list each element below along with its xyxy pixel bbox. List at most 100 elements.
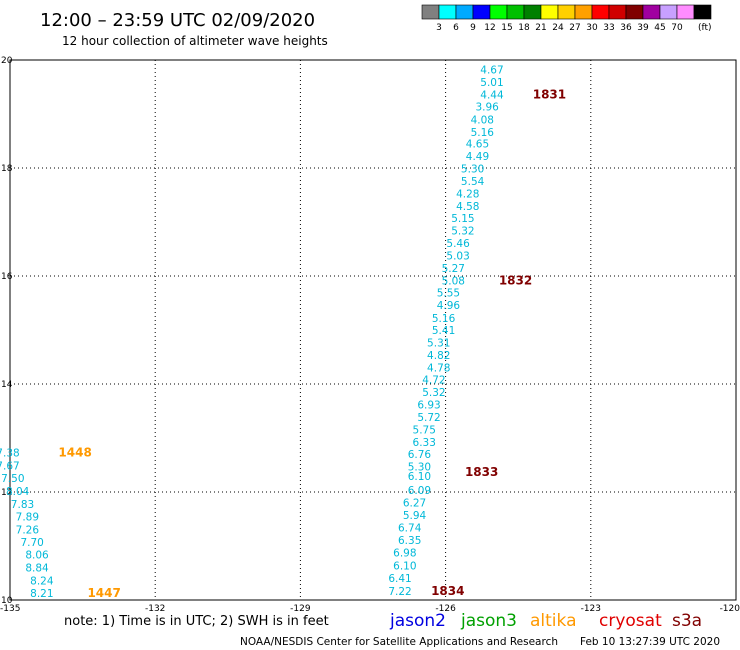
generated-timestamp: Feb 10 13:27:39 UTC 2020: [580, 636, 720, 648]
scale-swatch: [540, 4, 559, 20]
swh-value: 6.93: [417, 400, 440, 412]
swh-value: 8.84: [25, 563, 49, 575]
swh-value: 5.16: [471, 127, 495, 139]
y-tick-label: 10: [1, 596, 13, 606]
swh-value: 7.89: [16, 511, 39, 523]
scale-swatch: [659, 4, 678, 20]
swh-value: 8.21: [30, 588, 53, 600]
scale-value-label: 39: [637, 23, 649, 33]
grid-lines: [10, 60, 736, 600]
swh-value: 4.08: [471, 114, 494, 126]
swh-value: 4.96: [437, 300, 461, 312]
swh-value: 8.04: [6, 486, 30, 498]
scale-value-label: 18: [518, 23, 530, 33]
x-tick-label: -132: [145, 604, 165, 614]
satellite-name-cryosat: cryosat: [599, 611, 662, 631]
x-tick-label: -129: [290, 604, 311, 614]
scale-value-label: 45: [654, 23, 665, 33]
swh-value: 4.82: [427, 350, 450, 362]
x-tick-labels: -135 -132 -129 -126 -123 -120: [0, 604, 740, 614]
swh-value: 4.65: [466, 139, 489, 151]
scale-value-label: 30: [586, 23, 598, 33]
pass-time-label: 1448: [58, 446, 91, 460]
scale-value-label: 12: [484, 23, 495, 33]
scale-value-label: 9: [470, 23, 476, 33]
swh-value: 5.55: [437, 288, 460, 300]
scale-value-label: 36: [620, 23, 632, 33]
scale-swatch: [506, 4, 525, 20]
swh-value: 7.83: [11, 499, 34, 511]
swh-value: 5.08: [442, 275, 465, 287]
scale-swatch: [557, 4, 576, 20]
y-tick-label: 20: [1, 56, 13, 66]
swh-value: 7.38: [0, 448, 20, 460]
scale-swatch: [472, 4, 491, 20]
chart-title: 12:00 – 23:59 UTC 02/09/2020: [40, 10, 315, 31]
x-tick-label: -135: [0, 604, 20, 614]
swh-value: 5.54: [461, 176, 485, 188]
swh-value: 6.98: [393, 547, 416, 559]
scale-swatch: [523, 4, 542, 20]
x-tick-label: -120: [720, 604, 740, 614]
swh-value: 4.78: [427, 362, 450, 374]
swh-value: 5.72: [417, 412, 440, 424]
scale-swatch: [489, 4, 508, 20]
swh-value: 5.46: [446, 238, 470, 250]
y-tick-label: 18: [1, 164, 13, 174]
swh-value: 6.33: [413, 437, 436, 449]
scale-unit-label: (ft): [698, 23, 712, 33]
y-tick-label: 16: [1, 272, 13, 282]
pass-time-label: 1447: [87, 586, 120, 600]
swh-value: 7.26: [16, 524, 40, 536]
swh-value: 7.67: [0, 461, 20, 473]
swh-value: 5.16: [432, 313, 456, 325]
swh-value: 5.31: [427, 337, 450, 349]
wave-height-color-scale: 3 6 9 12 15 18 21 24 27 30 33 36 39 45 70 (ft): [421, 4, 712, 33]
satellite-legend: jason2 jason3 altika cryosat s3a: [389, 611, 702, 631]
swh-value: 5.03: [446, 250, 469, 262]
scale-swatch: [608, 4, 627, 20]
scale-value-label: 6: [453, 23, 459, 33]
swh-value: 3.96: [475, 101, 499, 113]
scale-value-label: 27: [569, 23, 580, 33]
scale-value-label: 24: [552, 23, 564, 33]
swh-value: 4.28: [456, 188, 479, 200]
swh-value: 4.49: [466, 151, 489, 163]
swh-value: 5.75: [413, 424, 436, 436]
swh-value: 5.30: [461, 164, 484, 176]
swh-value: 8.24: [30, 576, 54, 588]
satellite-name-s3a: s3a: [672, 611, 702, 631]
pass-time-label: 1833: [465, 465, 498, 479]
swh-value: 6.27: [403, 497, 426, 509]
scale-swatch: [625, 4, 644, 20]
scale-swatch: [421, 4, 440, 20]
pass-time-label: 1832: [499, 273, 532, 287]
swh-value: 5.94: [403, 510, 427, 522]
scale-swatch: [455, 4, 474, 20]
pass-time-label: 1834: [431, 584, 464, 598]
swh-value: 6.10: [408, 471, 431, 483]
y-tick-labels: 10 12 14 16 18 20: [1, 56, 13, 606]
scale-swatch: [642, 4, 661, 20]
swh-value: 5.01: [480, 77, 503, 89]
swh-value: 5.15: [451, 213, 474, 225]
swh-value: 5.30: [408, 462, 431, 474]
footnote: note: 1) Time is in UTC; 2) SWH is in fe…: [64, 614, 329, 629]
swh-value: 5.27: [442, 263, 465, 275]
swh-value: 5.41: [432, 325, 455, 337]
swh-value: 7.70: [20, 537, 43, 549]
chart-subtitle: 12 hour collection of altimeter wave hei…: [62, 34, 328, 48]
scale-value-label: 21: [535, 23, 546, 33]
scale-swatch: [438, 4, 457, 20]
scale-value-label: 15: [501, 23, 512, 33]
pass-time-labels: 1448 1447 1831 1832 1833 1834: [58, 88, 566, 600]
scale-swatch: [676, 4, 695, 20]
satellite-name-jason2: jason2: [389, 611, 446, 631]
swh-value: 6.10: [393, 560, 416, 572]
credit-line: NOAA/NESDIS Center for Satellite Applica…: [240, 636, 558, 648]
swh-value: 4.58: [456, 201, 479, 213]
swh-value: 6.74: [398, 523, 422, 535]
swh-value: 4.44: [480, 90, 504, 102]
swh-value: 8.06: [25, 550, 49, 562]
